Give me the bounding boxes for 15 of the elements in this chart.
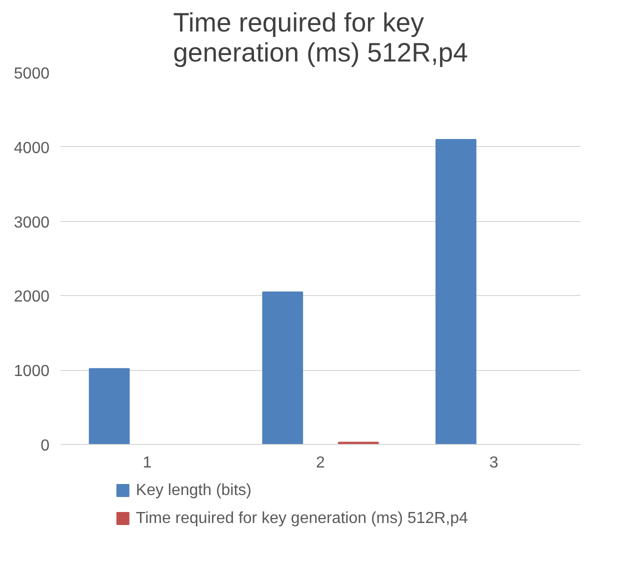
bar (262, 291, 304, 444)
y-tick-label: 5000 (14, 66, 50, 82)
chart-title: Time required for key generation (ms) 512R,p4 (173, 8, 468, 68)
y-tick-label: 0 (40, 438, 50, 454)
bar (88, 368, 130, 444)
y-tick-label: 3000 (14, 214, 50, 232)
legend-label: Key length (bits) (136, 482, 252, 499)
y-tick-label: 4000 (14, 140, 50, 157)
x-tick-label: 3 (489, 454, 498, 472)
x-tick-label: 1 (142, 454, 152, 472)
x-tick-label: 2 (316, 454, 326, 472)
y-tick-label: 1000 (14, 363, 50, 380)
bar (436, 138, 476, 444)
y-tick-label: 2000 (14, 288, 50, 306)
legend-label: Time required for key generation (ms) 512R,p4 (136, 510, 468, 527)
